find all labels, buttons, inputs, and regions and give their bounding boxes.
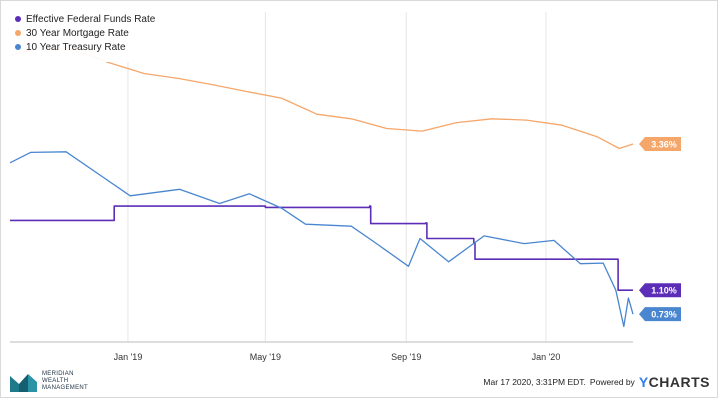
meridian-logo: MERIDIAN WEALTH MANAGEMENT <box>10 370 88 392</box>
end-label-bg <box>639 283 681 298</box>
logo-line-1: MERIDIAN <box>42 370 74 377</box>
ycharts-logo-y: Y <box>638 374 649 390</box>
legend-label-treasury: 10 Year Treasury Rate <box>26 41 126 53</box>
legend-item-mortgage[interactable]: 30 Year Mortgage Rate <box>10 26 174 40</box>
end-label-text: 3.36% <box>651 140 677 150</box>
ycharts-logo[interactable]: YCHARTS <box>639 374 710 390</box>
legend-marker-treasury <box>15 44 21 50</box>
end-label-text: 1.10% <box>651 286 677 296</box>
legend: Effective Federal Funds Rate 30 Year Mor… <box>10 12 174 62</box>
logo-line-2: WEALTH <box>42 377 69 384</box>
meridian-logo-icon <box>10 374 37 392</box>
ycharts-logo-rest: CHARTS <box>648 374 710 390</box>
legend-label-fed-funds: Effective Federal Funds Rate <box>26 13 156 25</box>
end-label-mortgage: 3.36% <box>639 137 681 151</box>
end-label-treasury: 0.73% <box>639 307 681 322</box>
series-line-mortgage <box>9 46 634 150</box>
end-label-fed-funds: 1.10% <box>639 283 681 298</box>
meridian-logo-text: MERIDIAN WEALTH MANAGEMENT <box>42 371 88 392</box>
x-tick-label: Sep '19 <box>391 352 421 362</box>
timestamp: Mar 17 2020, 3:31PM EDT. <box>483 377 586 387</box>
chart-footer: Mar 17 2020, 3:31PM EDT. Powered by YCHA… <box>483 374 710 390</box>
legend-item-fed-funds[interactable]: Effective Federal Funds Rate <box>10 12 174 26</box>
x-tick-label: Jan '20 <box>532 352 561 362</box>
logo-line-3: MANAGEMENT <box>42 384 89 391</box>
series-line-treasury <box>9 151 634 328</box>
grid <box>10 12 633 343</box>
series-line-fed-funds <box>10 205 633 291</box>
x-tick-label: Jan '19 <box>114 352 143 362</box>
x-axis-ticks: Jan '19 May '19 Sep '19 Jan '20 <box>114 352 561 362</box>
powered-by-text: Powered by <box>589 377 635 387</box>
end-label-bg <box>639 307 681 322</box>
legend-marker-fed-funds <box>15 16 21 22</box>
legend-marker-mortgage <box>15 30 21 36</box>
end-labels: 1.10% 3.36% 0.73% <box>639 137 681 322</box>
end-label-bg <box>639 137 681 151</box>
end-label-text: 0.73% <box>651 310 677 320</box>
series-group <box>9 46 634 328</box>
legend-label-mortgage: 30 Year Mortgage Rate <box>26 27 129 39</box>
legend-item-treasury[interactable]: 10 Year Treasury Rate <box>10 40 174 54</box>
x-tick-label: May '19 <box>250 352 281 362</box>
